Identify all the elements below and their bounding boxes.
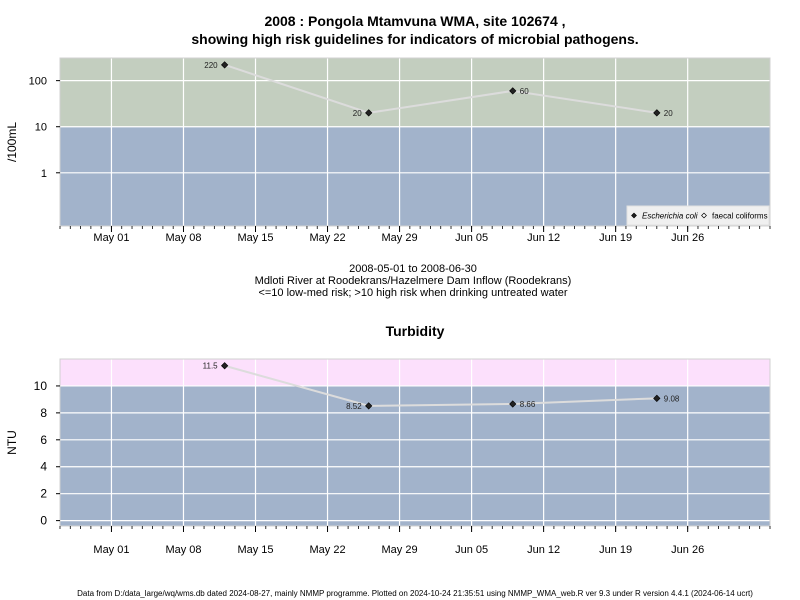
ecoli-xtick-label-3: May 22: [309, 232, 345, 244]
legend-label-0: Escherichia coli: [642, 212, 698, 221]
ecoli-point-3: [653, 109, 661, 117]
ecoli-ytick-label-0: 1: [41, 168, 47, 180]
turbidity-ytick-label-4: 8: [40, 406, 47, 420]
turbidity-ytick-label-0: 0: [40, 514, 47, 528]
ecoli-xtick-label-0: May 01: [93, 232, 129, 244]
ecoli-data-label-0: 220: [204, 61, 218, 70]
ecoli-ytick-label-1: 10: [35, 122, 47, 134]
caption-date-range: 2008-05-01 to 2008-06-30: [349, 263, 477, 275]
ecoli-xtick-label-5: Jun 05: [455, 232, 488, 244]
ecoli-panel-border: [59, 57, 771, 227]
turbidity-xtick-label-5: Jun 05: [455, 544, 488, 556]
ecoli-data-label-2: 60: [520, 87, 529, 96]
turbidity-xtick-label-7: Jun 19: [599, 544, 632, 556]
ecoli-xtick-label-4: May 29: [382, 232, 418, 244]
turbidity-xtick-label-6: Jun 12: [527, 544, 560, 556]
legend-box: [626, 205, 770, 226]
chart-title-line1: 2008 : Pongola Mtamvuna WMA, site 102674…: [264, 13, 566, 29]
ecoli-xtick-label-2: May 15: [237, 232, 273, 244]
turbidity-point-3: [653, 394, 661, 402]
turbidity-data-label-0: 11.5: [203, 362, 219, 371]
footer-note: Data from D:/data_large/wq/wms.db dated …: [77, 589, 753, 598]
turbidity-title: Turbidity: [385, 323, 445, 339]
turbidity-band-1: [60, 359, 770, 386]
turbidity-xtick-label-1: May 08: [165, 544, 201, 556]
ecoli-point-2: [509, 87, 517, 95]
turbidity-point-1: [365, 402, 373, 410]
turbidity-xtick-label-3: May 22: [309, 544, 345, 556]
ecoli-band-1: [60, 58, 770, 127]
turbidity-data-label-1: 8.52: [346, 402, 362, 411]
chart-title-line2: showing high risk guidelines for indicat…: [191, 31, 639, 47]
turbidity-ytick-label-1: 2: [40, 487, 47, 501]
ecoli-y-axis-label: /100mL: [5, 122, 19, 162]
caption-risk-note: <=10 low-med risk; >10 high risk when dr…: [258, 287, 568, 299]
turbidity-ytick-label-5: 10: [34, 379, 48, 393]
turbidity-ytick-label-2: 4: [40, 460, 47, 474]
turbidity-point-0: [221, 362, 229, 370]
turbidity-data-label-2: 8.66: [520, 400, 536, 409]
turbidity-xtick-label-8: Jun 26: [671, 544, 704, 556]
turbidity-panel-border: [59, 358, 771, 527]
legend-marker-1: [701, 212, 707, 219]
turbidity-data-label-3: 9.08: [664, 394, 680, 403]
turbidity-ytick-label-3: 6: [40, 433, 47, 447]
turbidity-xtick-label-0: May 01: [93, 544, 129, 556]
ecoli-xtick-label-1: May 08: [165, 232, 201, 244]
turbidity-y-axis-label: NTU: [5, 430, 19, 455]
ecoli-ytick-label-2: 100: [29, 76, 47, 88]
caption-site: Mdloti River at Roodekrans/Hazelmere Dam…: [254, 275, 572, 287]
ecoli-series-line-0: [224, 63, 657, 114]
ecoli-xtick-label-8: Jun 26: [671, 232, 704, 244]
ecoli-xtick-label-7: Jun 19: [599, 232, 632, 244]
legend-marker-0: [631, 212, 637, 219]
turbidity-point-2: [509, 400, 517, 408]
ecoli-point-0: [221, 61, 229, 69]
ecoli-xtick-label-6: Jun 12: [527, 232, 560, 244]
legend-label-1: faecal coliforms: [712, 212, 768, 221]
ecoli-data-label-3: 20: [664, 109, 673, 118]
turbidity-band-0: [60, 385, 770, 526]
turbidity-series-line-0: [224, 364, 657, 407]
turbidity-xtick-label-4: May 29: [382, 544, 418, 556]
turbidity-xtick-label-2: May 15: [237, 544, 273, 556]
ecoli-point-1: [365, 109, 373, 117]
ecoli-data-label-1: 20: [353, 109, 362, 118]
